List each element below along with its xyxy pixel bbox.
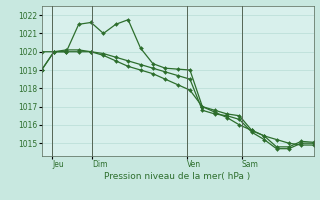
- X-axis label: Pression niveau de la mer( hPa ): Pression niveau de la mer( hPa ): [104, 172, 251, 181]
